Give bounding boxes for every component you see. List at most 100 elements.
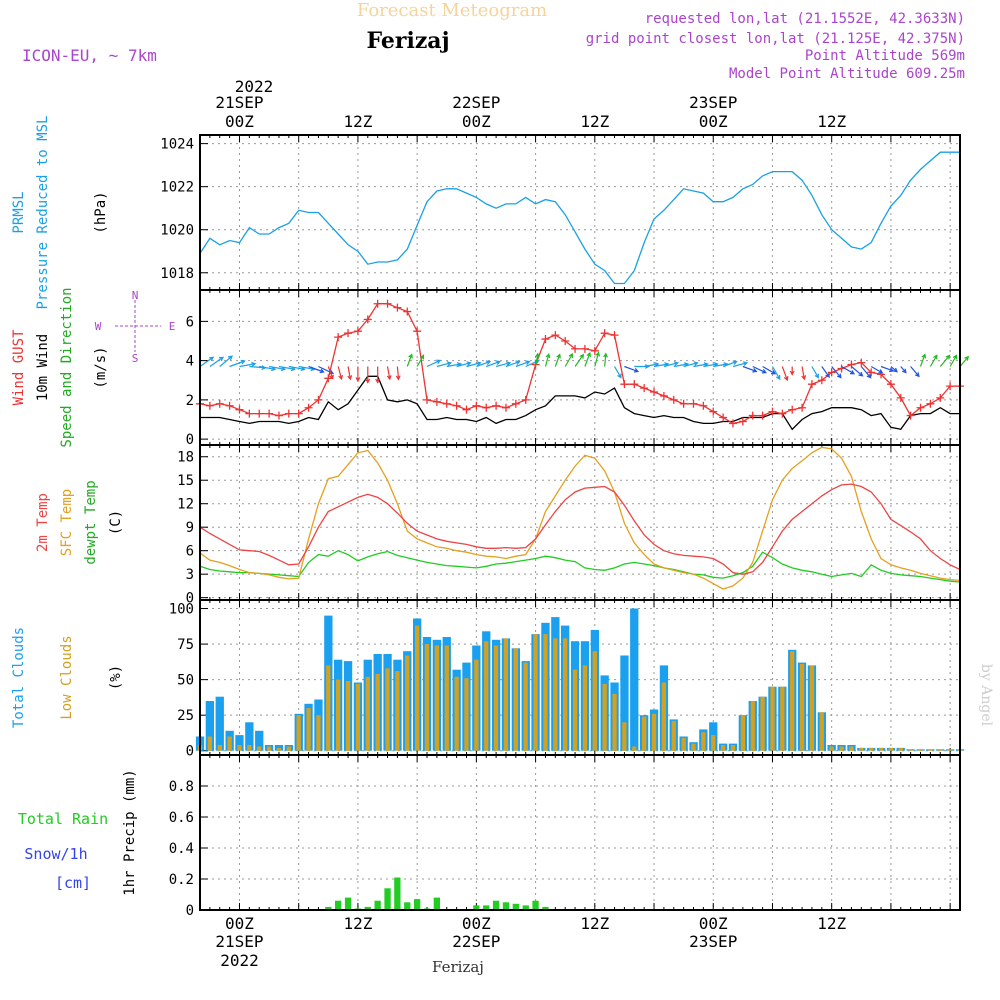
low-cloud-bar	[493, 645, 499, 751]
gust-marker	[867, 368, 876, 377]
temp-ytick-label: 12	[177, 497, 194, 513]
low-cloud-bar	[306, 708, 311, 751]
precip-axis-labels: 1hr Precip (mm) Total Rain Snow/1h [cm]	[18, 769, 138, 895]
temp-ytick-label: 3	[186, 567, 194, 583]
gust-marker	[215, 399, 224, 408]
total-cloud-bar	[274, 745, 284, 751]
low-cloud-bar	[296, 715, 301, 751]
wind-direction-arrows	[199, 351, 970, 384]
low-cloud-bar	[740, 715, 745, 751]
low-cloud-bar	[533, 634, 538, 751]
wind-arrow	[574, 353, 585, 367]
model-point-altitude: Model Point Altitude 609.25m	[729, 66, 965, 82]
wind-arrow	[416, 354, 425, 367]
rain-bar	[374, 900, 381, 910]
low-cloud-bar	[237, 745, 242, 751]
temp-ytick-label: 15	[177, 473, 194, 489]
pressure-grid: 1018 1020 1022 1024	[160, 135, 961, 290]
gust-marker	[245, 409, 254, 418]
wind-axis-label: 10m Wind	[35, 334, 51, 401]
low-cloud-bar	[454, 676, 459, 751]
gust-marker	[847, 360, 856, 369]
cloud-panel: Total Clouds Low Clouds (%)	[11, 627, 124, 728]
low-cloud-bar	[869, 747, 874, 751]
wind-arrow	[554, 353, 561, 367]
wind-speed-line	[200, 375, 960, 431]
low-cloud-bar	[434, 645, 439, 751]
gust-marker	[462, 405, 471, 414]
gust-marker	[728, 419, 737, 428]
cloud-ytick-label: 100	[169, 602, 194, 618]
low-cloud-bar	[750, 701, 755, 751]
total-cloud-bar	[255, 730, 264, 751]
top-year-label: 2022	[235, 77, 274, 96]
gust-marker	[255, 409, 264, 418]
gust-marker	[659, 391, 668, 400]
rain-bar	[473, 905, 480, 910]
wind-arrow	[603, 352, 608, 367]
gust-marker	[748, 411, 757, 420]
pressure-axis-label: PRMSL	[11, 191, 27, 233]
cloud-bars	[195, 608, 965, 751]
low-cloud-bar	[829, 746, 834, 751]
wind-arrow	[752, 365, 767, 374]
gust-marker	[798, 403, 807, 412]
gust-marker	[294, 409, 303, 418]
gust-marker	[916, 403, 925, 412]
gust-marker	[936, 393, 945, 402]
low-cloud-bar	[661, 682, 666, 751]
gust-marker	[304, 403, 313, 412]
temp-grid: 0 3 6 9 12 15 18	[177, 445, 961, 607]
low-cloud-bar	[424, 644, 430, 751]
wind-arrow	[375, 366, 381, 384]
rain-bar	[492, 900, 500, 910]
top-date-label: 21SEP	[215, 93, 263, 112]
wind-axis-label: Speed and Direction	[59, 287, 75, 447]
temp-axis-label: dewpt Temp	[83, 480, 99, 564]
cloud-ytick-label: 50	[177, 673, 194, 689]
cloud-plot-frame	[199, 599, 961, 756]
gust-marker	[501, 403, 510, 412]
wind-arrow	[564, 352, 574, 367]
gust-marker	[906, 411, 915, 420]
gust-marker	[620, 380, 629, 389]
gust-marker	[650, 388, 659, 397]
low-cloud-bar	[464, 678, 469, 751]
low-cloud-bar	[898, 747, 903, 751]
low-cloud-bar	[651, 713, 657, 751]
pressure-ytick-label: 1018	[160, 266, 194, 282]
gust-marker	[452, 401, 461, 410]
gust-marker	[344, 329, 353, 338]
wind-arrow	[919, 353, 927, 367]
bottom-time-label: 12Z	[817, 914, 846, 933]
precip-legend-entry: [cm]	[55, 874, 91, 892]
low-cloud-bar	[849, 746, 854, 751]
wind-arrow	[209, 356, 225, 367]
bottom-time-label: 00Z	[462, 914, 491, 933]
pressure-panel: PRMSL Pressure Reduced to MSL (hPa)	[11, 116, 109, 310]
gust-marker	[363, 315, 372, 324]
watermark: by Angel	[978, 664, 994, 727]
low-cloud-bar	[888, 747, 893, 751]
top-time-label: 12Z	[343, 112, 372, 131]
top-time-label: 12Z	[580, 112, 609, 131]
low-cloud-bar	[375, 673, 380, 751]
low-cloud-bar	[799, 664, 805, 751]
cloud-axis-labels: Total Clouds Low Clouds (%)	[11, 627, 124, 728]
low-cloud-bar	[484, 641, 489, 751]
wind-arrow	[910, 366, 920, 378]
low-cloud-bar	[701, 732, 706, 751]
low-cloud-bar	[326, 665, 331, 751]
low-cloud-bar	[691, 743, 696, 751]
gust-marker	[551, 331, 560, 340]
wind-arrow	[515, 360, 531, 368]
wind-arrow	[476, 360, 492, 368]
gust-marker	[274, 411, 283, 420]
low-cloud-bar	[257, 746, 262, 751]
wind-ytick-label: 0	[186, 432, 194, 448]
wind-arrow	[929, 354, 938, 367]
cloud-axis-label: Total Clouds	[11, 627, 27, 728]
low-cloud-bar	[918, 749, 923, 751]
bottom-year-label: 2022	[220, 951, 259, 970]
low-cloud-bar	[336, 679, 341, 751]
